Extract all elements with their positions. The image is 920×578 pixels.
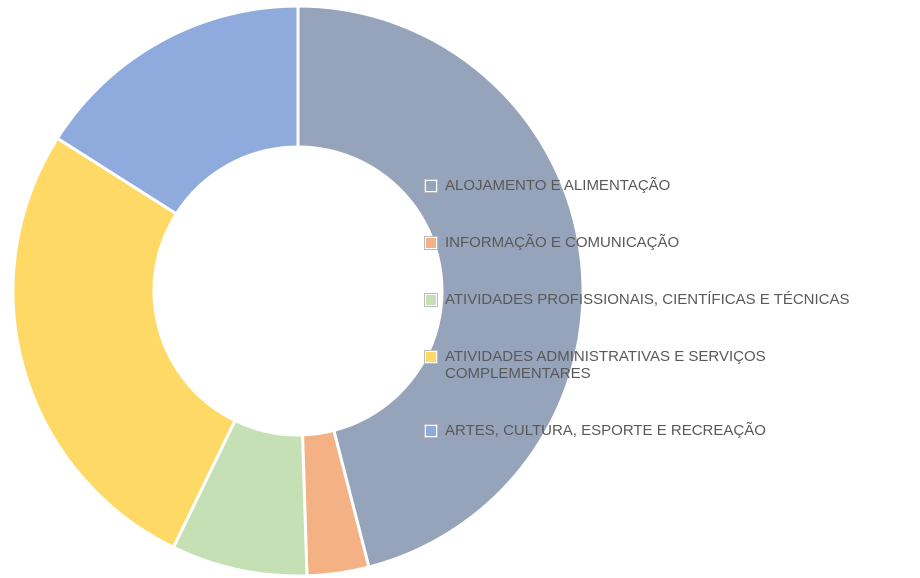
legend-swatch: [424, 350, 438, 364]
legend-swatch: [424, 424, 438, 438]
legend-item: INFORMAÇÃO E COMUNICAÇÃO: [424, 234, 915, 251]
legend-swatch: [424, 179, 438, 193]
legend-label: ALOJAMENTO E ALIMENTAÇÃO: [445, 177, 671, 194]
legend-item: ATIVIDADES ADMINISTRATIVAS E SERVIÇOS CO…: [424, 348, 915, 382]
legend-item: ATIVIDADES PROFISSIONAIS, CIENTÍFICAS E …: [424, 291, 915, 308]
donut-slice: [296, 4, 585, 569]
legend-item: ALOJAMENTO E ALIMENTAÇÃO: [424, 177, 915, 194]
legend-swatch: [424, 293, 438, 307]
legend-swatch: [424, 236, 438, 250]
legend-label: ATIVIDADES ADMINISTRATIVAS E SERVIÇOS CO…: [445, 348, 766, 382]
legend-label: INFORMAÇÃO E COMUNICAÇÃO: [445, 234, 680, 251]
legend: ALOJAMENTO E ALIMENTAÇÃO INFORMAÇÃO E COM…: [424, 177, 915, 439]
donut-slice: [55, 4, 300, 216]
legend-label: ARTES, CULTURA, ESPORTE E RECREAÇÃO: [445, 422, 766, 439]
donut-slice: [11, 136, 238, 550]
legend-item: ARTES, CULTURA, ESPORTE E RECREAÇÃO: [424, 422, 915, 439]
legend-label: ATIVIDADES PROFISSIONAIS, CIENTÍFICAS E …: [445, 291, 850, 308]
